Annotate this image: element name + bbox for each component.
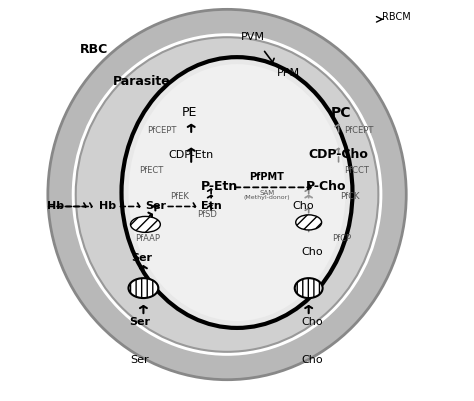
Text: CDP-Cho: CDP-Cho xyxy=(309,148,368,161)
Ellipse shape xyxy=(72,33,383,356)
Text: PfEK: PfEK xyxy=(170,192,189,201)
Text: PfSD: PfSD xyxy=(197,210,217,219)
Ellipse shape xyxy=(128,64,346,321)
Text: PE: PE xyxy=(182,106,197,119)
Text: Hb: Hb xyxy=(47,201,64,211)
Text: RBC: RBC xyxy=(80,43,108,56)
Text: Hb: Hb xyxy=(99,201,116,211)
Ellipse shape xyxy=(296,215,322,230)
Ellipse shape xyxy=(121,57,353,328)
Text: Ser: Ser xyxy=(131,253,152,263)
Text: Parasite: Parasite xyxy=(112,75,170,87)
Text: PfAAP: PfAAP xyxy=(135,234,160,243)
Text: Cho: Cho xyxy=(302,317,323,327)
Text: CDP-Etn: CDP-Etn xyxy=(169,150,214,160)
Ellipse shape xyxy=(128,278,158,298)
Text: (Methyl-donor): (Methyl-donor) xyxy=(244,195,290,200)
Text: Cho: Cho xyxy=(302,355,323,365)
Text: SAM: SAM xyxy=(259,190,274,196)
Text: P-Etn: P-Etn xyxy=(201,180,237,193)
Ellipse shape xyxy=(76,37,378,352)
Text: PfCCT: PfCCT xyxy=(344,166,369,175)
Ellipse shape xyxy=(48,9,406,380)
Text: P-Cho: P-Cho xyxy=(306,180,347,193)
Text: PfCEPT: PfCEPT xyxy=(147,126,176,135)
Text: PfECT: PfECT xyxy=(139,166,164,175)
Text: Etn: Etn xyxy=(201,201,221,211)
Text: PfCP: PfCP xyxy=(333,234,352,243)
Text: Cho: Cho xyxy=(292,201,313,211)
Text: RBCM: RBCM xyxy=(382,12,410,22)
Text: PfCK: PfCK xyxy=(340,192,360,201)
Ellipse shape xyxy=(130,217,160,232)
Ellipse shape xyxy=(295,278,323,298)
Text: Ser: Ser xyxy=(130,355,149,365)
Text: PfCEPT: PfCEPT xyxy=(344,126,373,135)
Text: Cho: Cho xyxy=(302,247,323,257)
Text: PVM: PVM xyxy=(241,32,265,42)
Text: PC: PC xyxy=(330,106,351,120)
Text: PfPMT: PfPMT xyxy=(249,172,284,182)
Text: Ser: Ser xyxy=(145,201,166,211)
Text: Ser: Ser xyxy=(129,317,150,327)
Text: PPM: PPM xyxy=(277,68,301,78)
